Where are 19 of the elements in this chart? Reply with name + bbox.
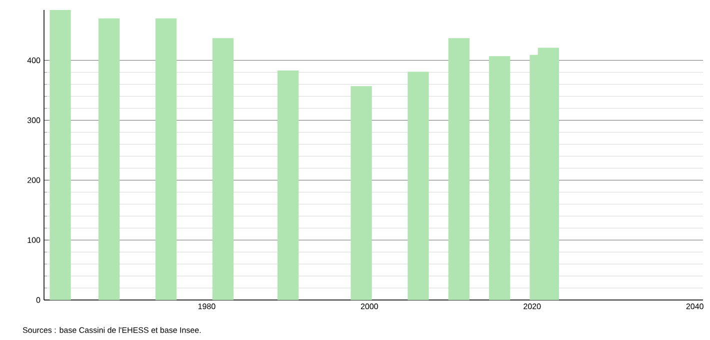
bar — [408, 72, 429, 300]
x-tick-label: 1980 — [198, 304, 216, 310]
source-note: Sources : base Cassini de l'EHESS et base Insee. — [22, 327, 201, 333]
bar — [448, 38, 470, 300]
y-tick-label: 0 — [36, 297, 40, 303]
x-tick-label: 2000 — [360, 304, 378, 310]
bar — [212, 38, 234, 300]
bar — [350, 86, 372, 300]
y-tick-label: 300 — [27, 117, 40, 124]
bar — [278, 70, 299, 300]
x-tick-label: 2020 — [524, 304, 541, 310]
x-tick-label: 2040 — [686, 304, 704, 310]
bar — [50, 10, 71, 300]
bar — [489, 56, 510, 300]
bar — [98, 18, 120, 300]
y-tick-label: 400 — [27, 58, 40, 64]
bar — [155, 18, 177, 300]
y-tick-label: 200 — [28, 177, 40, 183]
y-tick-label: 100 — [28, 237, 40, 243]
